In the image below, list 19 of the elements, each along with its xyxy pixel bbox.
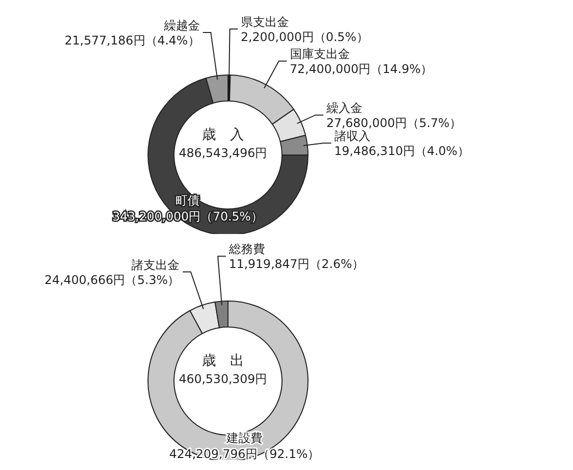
slice-label: 諸収入 [334,129,370,144]
slice-label: 繰越金 [162,18,200,32]
slice-label: 県支出金 [240,15,289,30]
slice-label: 総務費 [228,242,265,256]
text: 486,543,496円 [178,145,268,162]
data-label: 24,400,666円（5.3%） [44,272,180,287]
data-label: 72,400,000円（14.9%） [290,62,433,76]
data-label: 11,919,847円（2.6%） [228,257,364,272]
slice-label: 国庫支出金 [290,47,350,62]
data-label: 27,680,000円（5.7%） [326,116,462,130]
slice-label: 建設費 [225,430,262,445]
slice-label: 諸支出金 [132,258,180,272]
text: 歳 入 [201,126,245,144]
data-label: 19,486,310円（4.0%） [334,144,470,158]
text: 歳 出 [201,352,245,370]
text: 460,530,309円 [178,371,268,388]
slice-label: 繰入金 [325,101,362,116]
data-label: 2,200,000円（0.5%） [240,30,368,44]
data-label: 21,577,186円（4.4%） [64,33,200,48]
